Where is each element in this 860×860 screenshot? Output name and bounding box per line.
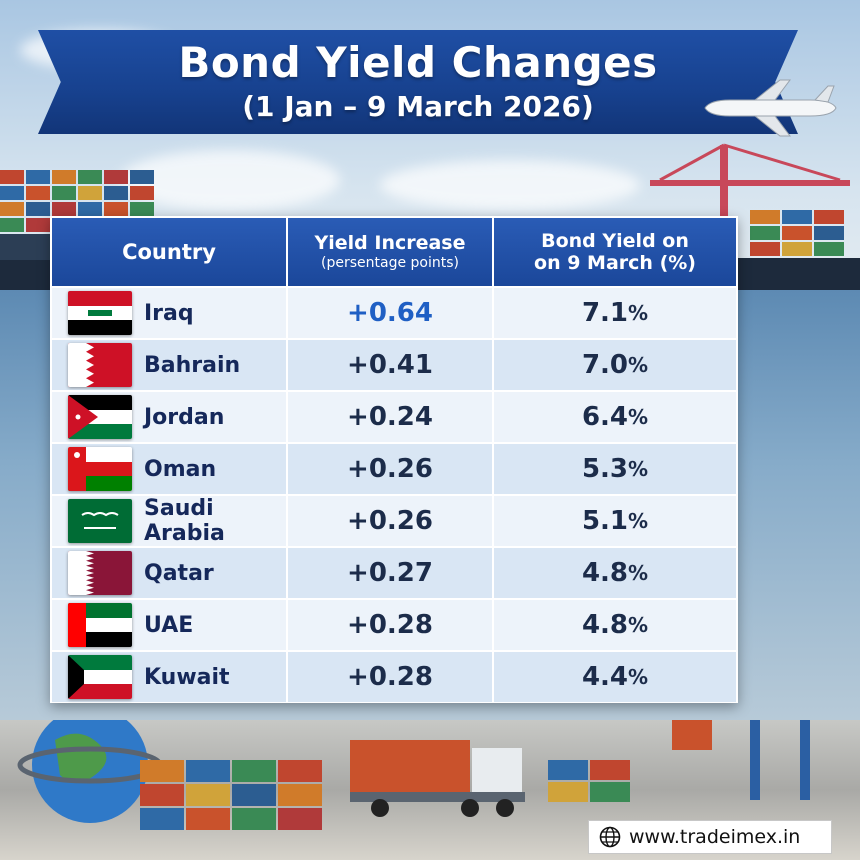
oman-flag-icon xyxy=(68,447,132,491)
bond-yield-value: 4.8% xyxy=(581,610,649,640)
country-cell: Qatar xyxy=(52,548,288,598)
country-name: Saudi Arabia xyxy=(144,496,225,546)
bond-yield-table: Country Yield Increase (persentage point… xyxy=(50,216,738,703)
table-row: Jordan +0.24 6.4% xyxy=(52,390,736,442)
country-name: UAE xyxy=(144,612,194,638)
table-row: UAE +0.28 4.8% xyxy=(52,598,736,650)
logistics-illustration xyxy=(17,620,810,830)
country-cell: UAE xyxy=(52,600,288,650)
bond-yield-label-line2: on 9 March (%) xyxy=(534,252,696,274)
table-row: Oman +0.26 5.3% xyxy=(52,442,736,494)
country-cell: Bahrain xyxy=(52,340,288,390)
kuwait-flag-icon xyxy=(68,655,132,699)
yield-increase-value: +0.41 xyxy=(288,340,494,390)
page-title: Bond Yield Changes xyxy=(178,38,658,87)
uae-flag-icon xyxy=(68,603,132,647)
country-name: Qatar xyxy=(144,560,214,586)
yield-increase-value: +0.64 xyxy=(288,288,494,338)
bahrain-flag-icon xyxy=(68,343,132,387)
country-name: Kuwait xyxy=(144,664,230,690)
yield-increase-unit: (persentage points) xyxy=(321,255,459,271)
bond-yield-value: 7.0% xyxy=(581,350,649,380)
column-header-bond-yield: Bond Yield on on 9 March (%) xyxy=(494,218,736,286)
globe-icon xyxy=(599,826,621,848)
jordan-flag-icon xyxy=(68,395,132,439)
table-header-row: Country Yield Increase (persentage point… xyxy=(52,218,736,286)
country-cell: Jordan xyxy=(52,392,288,442)
bond-yield-value: 7.1% xyxy=(581,298,649,328)
country-cell: Saudi Arabia xyxy=(52,496,288,546)
table-row: Bahrain +0.41 7.0% xyxy=(52,338,736,390)
yield-increase-value: +0.24 xyxy=(288,392,494,442)
website-footer[interactable]: www.tradeimex.in xyxy=(588,820,832,854)
country-name: Iraq xyxy=(144,300,194,326)
country-cell: Kuwait xyxy=(52,652,288,702)
qatar-flag-icon xyxy=(68,551,132,595)
saudi-arabia-flag-icon xyxy=(68,499,132,543)
website-link[interactable]: www.tradeimex.in xyxy=(629,826,801,848)
table-row: Qatar +0.27 4.8% xyxy=(52,546,736,598)
table-row: Iraq +0.64 7.1% xyxy=(52,286,736,338)
iraq-flag-icon xyxy=(68,291,132,335)
table-row: Saudi Arabia +0.26 5.1% xyxy=(52,494,736,546)
country-name: Jordan xyxy=(144,404,225,430)
title-banner xyxy=(38,30,798,134)
yield-increase-value: +0.28 xyxy=(288,600,494,650)
yield-increase-value: +0.26 xyxy=(288,444,494,494)
logistics-ground-scene xyxy=(0,620,860,860)
yield-increase-label: Yield Increase xyxy=(314,232,466,254)
column-header-yield-increase: Yield Increase (persentage points) xyxy=(288,218,494,286)
airplane-icon xyxy=(704,79,837,137)
column-header-country: Country xyxy=(52,218,288,286)
bond-yield-label-line1: Bond Yield on xyxy=(541,230,689,252)
country-cell: Oman xyxy=(52,444,288,494)
bond-yield-value: 4.8% xyxy=(581,558,649,588)
bond-yield-value: 5.1% xyxy=(581,506,649,536)
yield-increase-value: +0.28 xyxy=(288,652,494,702)
country-name: Bahrain xyxy=(144,352,241,378)
yield-increase-value: +0.26 xyxy=(288,496,494,546)
bond-yield-value: 4.4% xyxy=(581,662,649,692)
port-crane-illustration xyxy=(640,143,860,290)
bond-yield-value: 5.3% xyxy=(581,454,649,484)
country-name: Oman xyxy=(144,456,217,482)
page-subtitle: (1 Jan – 9 March 2026) xyxy=(242,90,594,123)
table-row: Kuwait +0.28 4.4% xyxy=(52,650,736,702)
country-cell: Iraq xyxy=(52,288,288,338)
bond-yield-value: 6.4% xyxy=(581,402,649,432)
yield-increase-value: +0.27 xyxy=(288,548,494,598)
